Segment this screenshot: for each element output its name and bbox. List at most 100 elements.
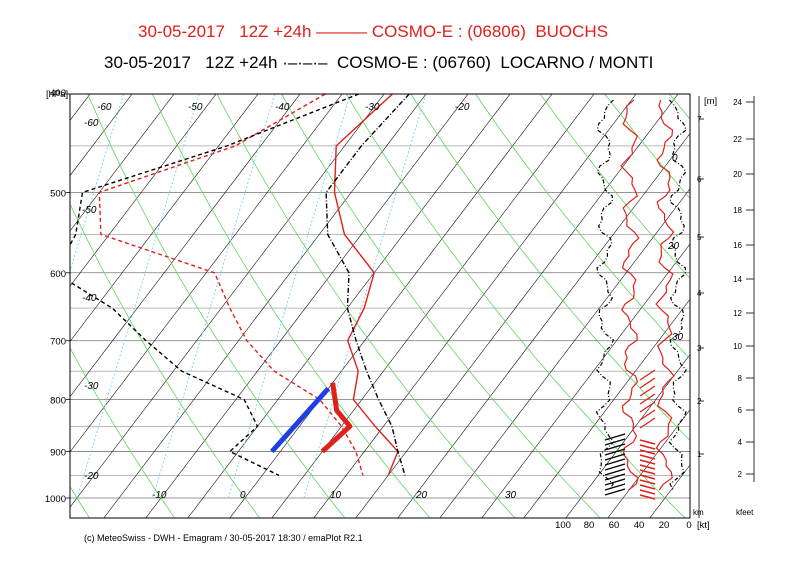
height-tick-label: 5 [697,233,702,242]
temperature-label: 10 [330,490,342,501]
isotherm-line [187,94,511,518]
isotherm-line [481,243,690,518]
dry-adiabat-line [70,347,176,518]
wind-axis-unit: [kt] [697,520,710,531]
isotherm-line [649,464,690,518]
mixing-ratio-line [0,94,48,498]
series-buochs-temperature [333,94,399,476]
wind-barb [604,473,626,481]
dry-adiabat-line [410,94,690,441]
wind-barb [639,409,656,421]
kfeet-tick-label: 8 [738,374,743,383]
temperature-label: -50 [188,102,203,113]
wind-barb [604,453,626,461]
temperature-label: -40 [82,293,97,304]
temperature-label: 0 [240,490,246,501]
dry-adiabat-line [70,485,91,518]
isotherm-line [271,94,595,518]
dry-adiabat-line [151,94,431,518]
temperature-label: -60 [84,118,99,129]
isotherm-line [355,94,679,518]
kfeet-tick-label: 6 [738,406,743,415]
kfeet-tick-label: 10 [733,342,742,351]
wind-tick-label: 0 [686,520,691,531]
temperature-label: -20 [455,102,470,113]
grid-lines [0,71,800,519]
isotherm-line [439,188,690,518]
temperature-label: 0 [672,153,678,164]
isotherm-line [70,94,385,508]
wind-barb [639,464,656,470]
wind-profiles [595,99,687,500]
height-tick-label: 6 [697,175,702,184]
wind-barb [639,369,656,381]
wind-barb [639,454,656,460]
temperature-label: -50 [82,205,97,216]
height-tick-label: 3 [697,344,702,353]
wind-barb [604,488,626,496]
wind-barb [639,417,656,429]
wind-barb [604,443,626,451]
height-tick-label: 4 [697,289,702,298]
wind-barb [639,444,656,450]
kfeet-tick-label: 24 [733,98,742,107]
pressure-tick-label: 1000 [45,494,66,505]
wind-barb [639,449,656,455]
wind-barb [604,478,626,486]
dry-adiabat-line [475,94,690,360]
kfeet-tick-label: 22 [733,135,742,144]
isotherm-line [607,409,690,518]
wind-barb [639,377,656,389]
mixing-ratio-line [70,94,125,273]
title-buochs: 30-05-2017 12Z +24h ——— COSMO-E : (06806… [138,22,609,41]
isotherm-line [70,94,343,453]
dry-adiabat-line [715,71,800,519]
wind-speed-profile [668,99,687,491]
kfeet-tick-label: 18 [733,206,742,215]
dry-adiabat-line [0,71,5,519]
isotherm-line [523,298,690,518]
wind-barb [639,459,656,465]
temperature-label: -30 [365,102,380,113]
temperature-label: -40 [275,102,290,113]
dry-adiabat-line [539,94,690,279]
mixing-ratio-line [227,94,351,499]
wind-barb [604,468,626,476]
mixing-ratio-line [303,94,427,499]
kfeet-tick-label: 20 [733,170,742,179]
dry-adiabat-line [779,71,800,519]
height-tick-label: 1 [697,450,702,459]
wind-tick-label: 40 [634,520,645,531]
wind-tick-label: 80 [584,520,595,531]
pressure-axis-unit: [hPa] [46,89,68,100]
wind-barb [604,448,626,456]
dry-adiabat-line [216,94,516,518]
temperature-label: -60 [97,102,112,113]
kfeet-tick-label: 16 [733,241,742,250]
temperature-label: -20 [84,471,99,482]
kfeet-tick-label: 4 [738,438,743,447]
height-tick-label: 2 [697,397,702,406]
wind-barb [639,494,656,500]
pressure-tick-label: 400 [50,88,66,99]
isotherm-line [103,94,427,518]
parcel-segment-blue [270,386,331,454]
wind-barb [639,484,656,490]
dry-adiabat-line [281,94,601,518]
credit-footer: (c) MeteoSwiss - DWH - Emagram / 30-05-2… [84,533,363,543]
plot-frame [69,93,691,519]
dry-adiabat-line [70,202,261,518]
pressure-tick-label: 800 [50,396,66,407]
wind-tick-label: 60 [609,520,620,531]
plot-border [69,93,691,519]
kfeet-tick-label: 2 [738,470,743,479]
isotherm-line [397,133,690,518]
pressure-tick-label: 900 [50,448,66,459]
sounding-lines [70,94,410,477]
wind-barb [639,393,656,405]
wind-barb [604,483,626,491]
wind-speed-profile [620,99,640,491]
isotherm-line [0,71,23,519]
title-locarno-monti: 30-05-2017 12Z +24h ·–·–·– COSMO-E : (06… [104,53,654,72]
